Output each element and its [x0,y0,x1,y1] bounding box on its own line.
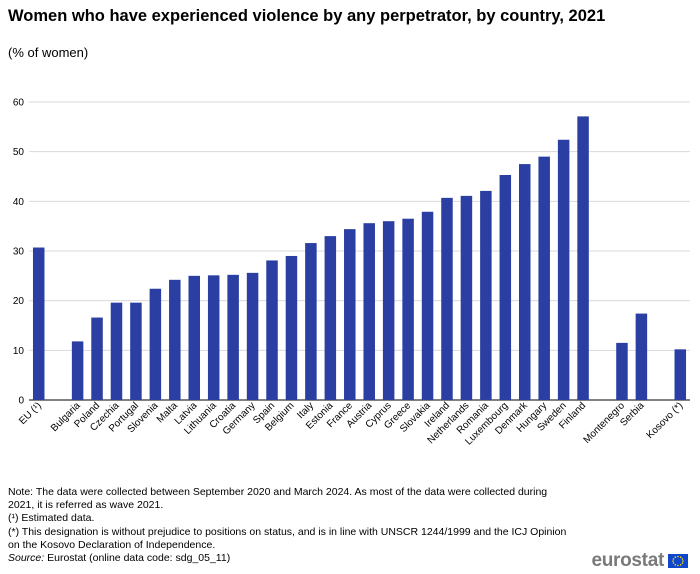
bar [674,349,687,400]
designation-note: (*) This designation is without prejudic… [8,525,567,551]
bar [32,247,45,400]
bar [266,260,278,400]
bar [616,342,628,400]
bar [305,243,317,400]
y-tick-label: 50 [13,147,25,158]
bar [130,302,142,400]
note-text: Note: The data were collected between Se… [8,486,548,512]
bar [246,272,259,400]
bar [519,164,531,400]
bar [635,313,648,400]
eu-flag-icon [668,554,688,568]
bar [538,156,550,400]
source-line: Source: Eurostat (online data code: sdg_… [8,552,568,565]
bar [402,218,414,400]
y-tick-label: 20 [13,296,25,307]
bar [149,288,162,400]
bar [499,175,512,400]
chart-subtitle: (% of women) [8,45,89,60]
bar [421,211,434,400]
x-tick-label: Kosovo (*) [645,400,686,441]
chart-title: Women who have experienced violence by a… [8,7,606,25]
bar [188,275,200,400]
bar [91,317,103,400]
y-tick-label: 40 [13,197,25,208]
y-tick-label: 0 [18,396,24,407]
bar [480,190,492,400]
bar [382,221,395,400]
bar [344,229,356,400]
bar [460,195,473,400]
bar [363,223,375,400]
bar [285,255,298,400]
y-tick-label: 60 [13,98,25,109]
chart-notes: Note: The data were collected between Se… [8,486,568,565]
bar [577,116,589,401]
estimated-note: (¹) Estimated data. [8,512,95,525]
y-tick-label: 30 [13,247,25,258]
logo-text: eurostat [591,550,664,571]
bar [207,275,220,400]
eurostat-logo: eurostat [591,550,688,572]
bar [324,236,337,400]
bar [169,279,181,400]
bar [557,139,570,400]
bar [441,197,453,400]
source-text: Eurostat (online data code: sdg_05_11) [44,552,231,565]
y-tick-label: 10 [13,346,25,357]
bar [110,302,123,400]
bar [71,341,84,400]
bar [227,274,239,400]
source-label: Source: [8,552,45,565]
